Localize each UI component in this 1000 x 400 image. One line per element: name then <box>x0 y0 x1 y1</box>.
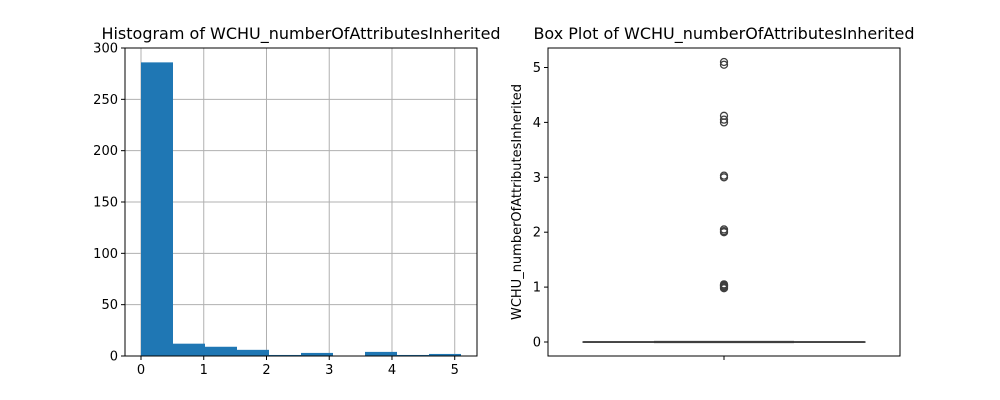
histogram-y-tick-label: 300 <box>93 42 118 57</box>
boxplot-outlier-point <box>719 57 729 67</box>
histogram-y-tick-label: 50 <box>101 298 118 313</box>
histogram-panel: 0 1 2 3 4 5 0 50 100 150 200 250 300 Histogram of W… <box>93 24 500 378</box>
histogram-y-tick-label: 250 <box>93 93 118 108</box>
histogram-y-ticks: 0 50 100 150 200 250 300 <box>93 42 125 365</box>
histogram-bar <box>429 353 461 356</box>
histogram-y-tick-label: 150 <box>93 196 118 211</box>
histogram-y-tick-label: 100 <box>93 247 118 262</box>
histogram-bar <box>365 351 397 356</box>
boxplot-y-ticks: 0 1 2 3 4 5 <box>533 61 548 351</box>
boxplot-y-axis-label: WCHU_numberOfAttributesInherited <box>510 84 525 320</box>
boxplot-y-tick-label: 1 <box>533 281 541 296</box>
boxplot-outlier-point <box>719 115 729 124</box>
histogram-bar <box>237 349 269 356</box>
histogram-x-tick-label: 5 <box>451 363 459 378</box>
boxplot-y-tick-label: 5 <box>533 61 541 76</box>
histogram-frame <box>124 47 478 357</box>
boxplot-outlier-point <box>719 60 729 69</box>
boxplot-outlier-point <box>719 111 729 120</box>
histogram-bar <box>205 346 237 356</box>
histogram-x-tick-label: 0 <box>137 363 145 378</box>
boxplot-y-tick-label: 0 <box>533 336 541 351</box>
boxplot-outlier-point <box>719 284 729 293</box>
histogram-bar <box>301 352 333 356</box>
histogram-bars <box>141 62 461 357</box>
histogram-bar <box>141 62 173 357</box>
boxplot-outlier-point <box>719 225 729 234</box>
boxplot-outlier-point <box>719 171 729 180</box>
histogram-x-tick-label: 2 <box>262 363 270 378</box>
histogram-grid <box>125 47 477 357</box>
boxplot-outlier-point <box>719 281 729 290</box>
histogram-title: Histogram of WCHU_numberOfAttributesInhe… <box>101 24 500 44</box>
boxplot-title: Box Plot of WCHU_numberOfAttributesInher… <box>533 24 914 44</box>
boxplot-outliers <box>719 57 729 293</box>
boxplot-y-tick-label: 4 <box>533 116 541 131</box>
histogram-bar <box>269 354 301 356</box>
boxplot-panel: 0 1 2 3 4 5 Box Plot of WCHU_numberOfAttribut… <box>510 24 915 360</box>
histogram-y-tick-label: 200 <box>93 144 118 159</box>
boxplot-y-tick-label: 3 <box>533 171 541 186</box>
histogram-bar <box>173 343 205 356</box>
histogram-x-ticks: 0 1 2 3 4 5 <box>137 356 459 378</box>
histogram-y-tick-label: 0 <box>110 350 118 365</box>
boxplot-y-tick-label: 2 <box>533 226 541 241</box>
histogram-bar <box>397 354 429 356</box>
histogram-x-tick-label: 1 <box>200 363 208 378</box>
histogram-x-tick-label: 4 <box>388 363 396 378</box>
histogram-x-tick-label: 3 <box>325 363 333 378</box>
